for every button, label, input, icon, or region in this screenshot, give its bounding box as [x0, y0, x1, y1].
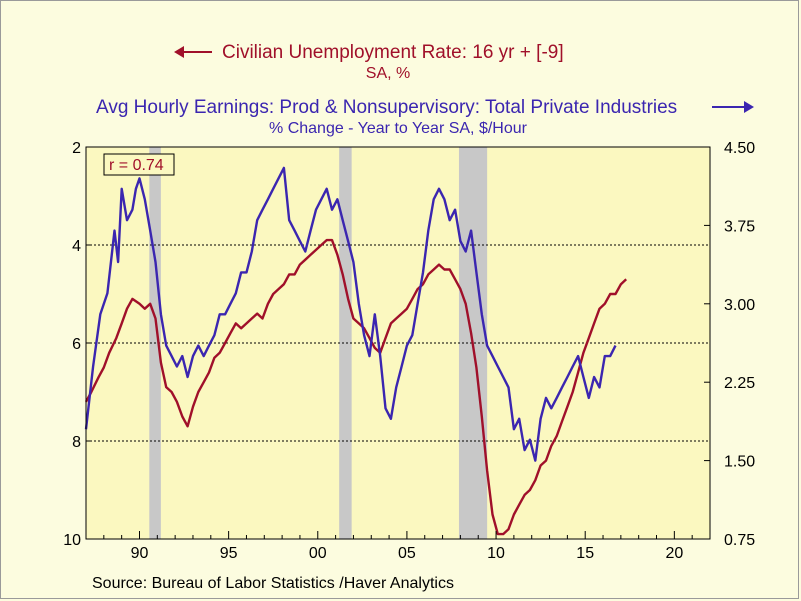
right-tick-label: 0.75	[724, 532, 755, 549]
right-tick-label: 4.50	[724, 140, 755, 157]
legend-earnings: Avg Hourly Earnings: Prod & Nonsuperviso…	[96, 97, 754, 137]
right-tick-label: 3.75	[724, 218, 755, 235]
left-tick-label: 2	[72, 140, 81, 157]
x-tick-label: 05	[398, 545, 416, 562]
x-tick-label: 95	[220, 545, 238, 562]
x-tick-label: 10	[487, 545, 505, 562]
series-line-earnings	[84, 166, 617, 462]
legend-arrow-left-icon	[174, 46, 184, 58]
x-tick-label: 90	[131, 545, 149, 562]
legend-earnings-subtitle: % Change - Year to Year SA, $/Hour	[269, 120, 528, 137]
legend-unemployment: Civilian Unemployment Rate: 16 yr + [-9]…	[174, 42, 564, 82]
x-tick-label: 20	[665, 545, 683, 562]
right-axis: 4.50 3.75 3.00 2.25 1.50 0.75	[704, 140, 755, 549]
x-tick-label: 00	[309, 545, 327, 562]
left-axis: 2 4 6 8 10	[63, 140, 92, 549]
right-tick-label: 1.50	[724, 454, 755, 471]
right-tick-label: 2.25	[724, 375, 755, 392]
annotation-text: r = 0.74	[109, 157, 164, 174]
x-tick-label: 15	[576, 545, 594, 562]
left-tick-label: 6	[72, 336, 81, 353]
correlation-annotation: r = 0.74	[103, 153, 175, 176]
legend-unemployment-title: Civilian Unemployment Rate: 16 yr + [-9]	[222, 42, 564, 63]
recession-band-1	[339, 147, 352, 539]
source-note: Source: Bureau of Labor Statistics /Have…	[92, 575, 454, 592]
left-tick-label: 10	[63, 532, 81, 549]
legend-earnings-title: Avg Hourly Earnings: Prod & Nonsuperviso…	[96, 97, 677, 118]
left-tick-label: 4	[72, 238, 81, 255]
series-lines	[84, 166, 628, 536]
legend-arrow-right-icon	[744, 101, 754, 113]
gridlines	[86, 244, 710, 442]
right-tick-label: 3.00	[724, 297, 755, 314]
left-tick-label: 8	[72, 434, 81, 451]
x-axis: 90 95 00 05 10 15 20	[103, 531, 693, 562]
annotation-box	[103, 153, 175, 176]
series-line-unemployment	[84, 238, 628, 536]
legend-unemployment-subtitle: SA, %	[366, 65, 410, 82]
